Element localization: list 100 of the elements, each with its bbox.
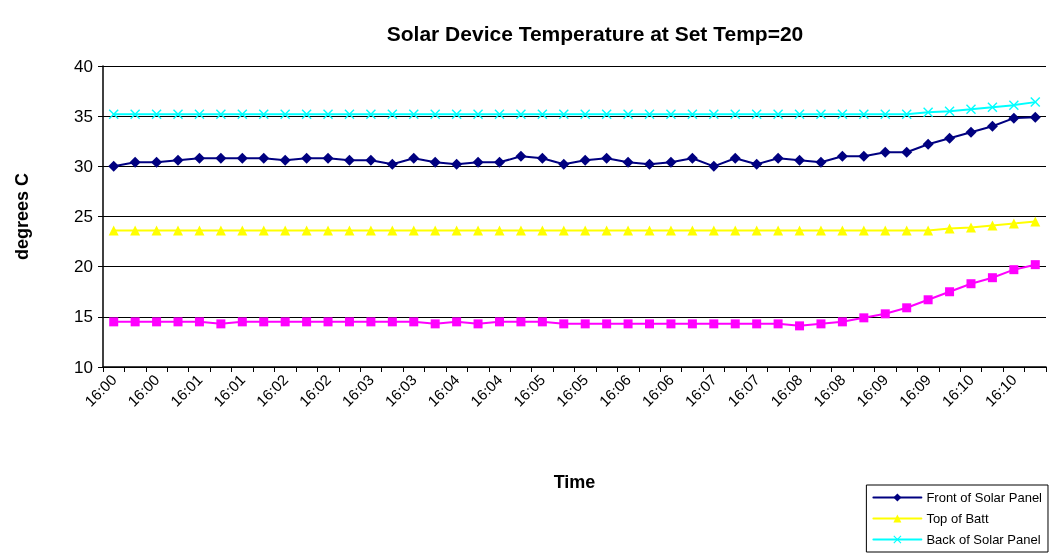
point <box>730 225 741 236</box>
point <box>172 154 184 166</box>
y-axis-title: degrees C <box>12 172 32 261</box>
point <box>494 109 505 120</box>
point <box>665 109 676 120</box>
point <box>173 109 184 120</box>
point <box>408 152 420 164</box>
point <box>152 317 162 327</box>
point <box>215 225 226 236</box>
point <box>323 109 334 120</box>
point <box>601 225 612 236</box>
point <box>665 156 677 168</box>
point <box>1008 112 1020 124</box>
point <box>366 317 376 327</box>
point <box>1030 260 1040 270</box>
point <box>944 132 956 144</box>
point <box>901 109 912 120</box>
point <box>1030 216 1041 227</box>
point <box>623 319 633 329</box>
point <box>130 109 141 120</box>
point <box>558 158 570 170</box>
point <box>344 225 355 236</box>
point <box>473 319 483 329</box>
point <box>708 160 720 172</box>
point <box>795 321 805 331</box>
point <box>259 317 269 327</box>
point <box>965 222 976 233</box>
point <box>730 319 740 329</box>
point <box>666 319 676 329</box>
point <box>772 152 784 164</box>
point <box>558 109 569 120</box>
point <box>773 225 784 236</box>
point <box>752 319 762 329</box>
point <box>323 225 334 236</box>
point <box>880 309 890 319</box>
point <box>708 109 719 120</box>
point <box>386 158 398 170</box>
point <box>301 109 312 120</box>
point <box>194 225 205 236</box>
point <box>730 109 741 120</box>
point <box>302 317 312 327</box>
point <box>815 225 826 236</box>
point <box>193 152 205 164</box>
point <box>515 150 527 162</box>
point <box>966 279 976 289</box>
point <box>515 225 526 236</box>
point <box>258 225 269 236</box>
point <box>173 225 184 236</box>
point <box>879 146 891 158</box>
point <box>558 225 569 236</box>
point <box>387 109 398 120</box>
point <box>151 109 162 120</box>
point <box>151 225 162 236</box>
point <box>236 152 248 164</box>
point <box>1029 111 1041 123</box>
point <box>237 109 248 120</box>
point <box>430 109 441 120</box>
point <box>108 160 120 172</box>
point <box>902 303 912 313</box>
point <box>580 225 591 236</box>
point <box>686 152 698 164</box>
point <box>515 109 526 120</box>
point <box>901 225 912 236</box>
point <box>1009 265 1019 275</box>
point <box>452 317 462 327</box>
point <box>987 273 997 283</box>
y-tick-label: 40 <box>74 56 93 76</box>
chart-title: Solar Device Temperature at Set Temp=20 <box>386 22 804 45</box>
point <box>709 319 719 329</box>
point <box>751 158 763 170</box>
point <box>901 146 913 158</box>
point <box>601 152 613 164</box>
point <box>472 156 484 168</box>
point <box>194 109 205 120</box>
point <box>344 317 354 327</box>
point <box>537 109 548 120</box>
point <box>151 156 163 168</box>
point <box>215 109 226 120</box>
y-tick-label: 30 <box>74 156 93 176</box>
x-axis-title: Time <box>553 472 596 492</box>
point <box>773 109 784 120</box>
point <box>1008 218 1019 229</box>
point <box>923 225 934 236</box>
point <box>430 319 440 329</box>
point <box>987 102 998 113</box>
point <box>130 317 140 327</box>
point <box>837 109 848 120</box>
point <box>494 225 505 236</box>
point <box>559 319 569 329</box>
point <box>965 104 976 115</box>
point <box>216 319 226 329</box>
point <box>387 317 397 327</box>
point <box>986 120 998 132</box>
point <box>344 109 355 120</box>
point <box>473 109 484 120</box>
point <box>387 225 398 236</box>
legend-label: Back of Solar Panel <box>926 532 1041 547</box>
y-tick-label: 25 <box>74 207 93 226</box>
point <box>451 225 462 236</box>
point <box>537 225 548 236</box>
